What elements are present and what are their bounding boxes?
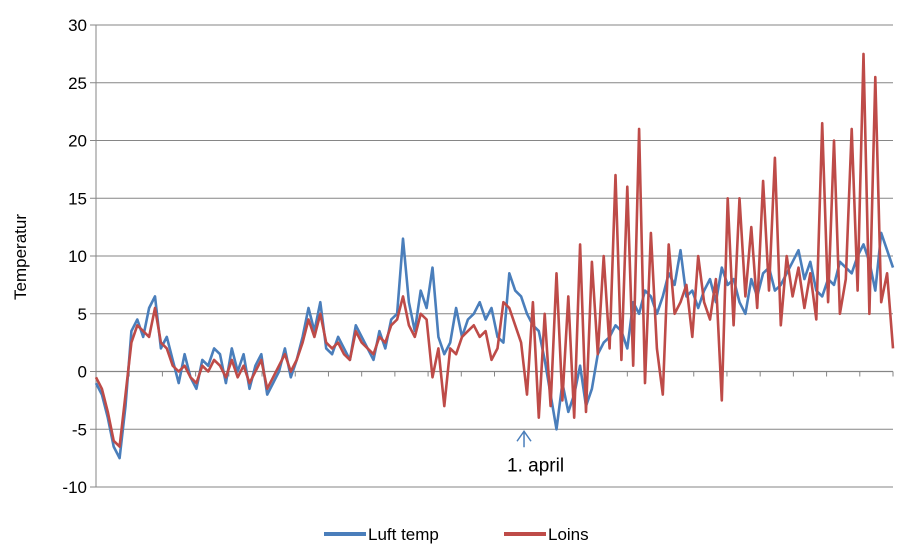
y-tick-label-0: 0 [78, 363, 87, 382]
gridlines [96, 24, 893, 488]
y-tick-label-5: 5 [78, 305, 87, 324]
y-tick-label--5: -5 [72, 420, 87, 439]
legend: Luft temp Loins [324, 525, 589, 544]
series-line-loins [94, 52, 895, 448]
y-tick-label-15: 15 [68, 189, 87, 208]
x-axis [96, 370, 894, 377]
legend-label-loins: Loins [548, 525, 589, 544]
series-line-luft-temp [94, 231, 895, 460]
y-tick-label-25: 25 [68, 74, 87, 93]
annotation-label: 1. april [507, 455, 564, 476]
y-tick-label-10: 10 [68, 247, 87, 266]
annotation-1-april: 1. april [507, 429, 564, 476]
y-axis: -10 -5 0 5 10 15 20 25 30 [62, 16, 97, 497]
y-tick-label-30: 30 [68, 16, 87, 35]
annotation-arrow-head [516, 429, 532, 442]
y-tick-label--10: -10 [62, 478, 87, 497]
series-lines [94, 52, 895, 460]
y-tick-label-20: 20 [68, 132, 87, 151]
y-axis-title: Temperatur [11, 214, 30, 300]
legend-label-luft-temp: Luft temp [368, 525, 439, 544]
